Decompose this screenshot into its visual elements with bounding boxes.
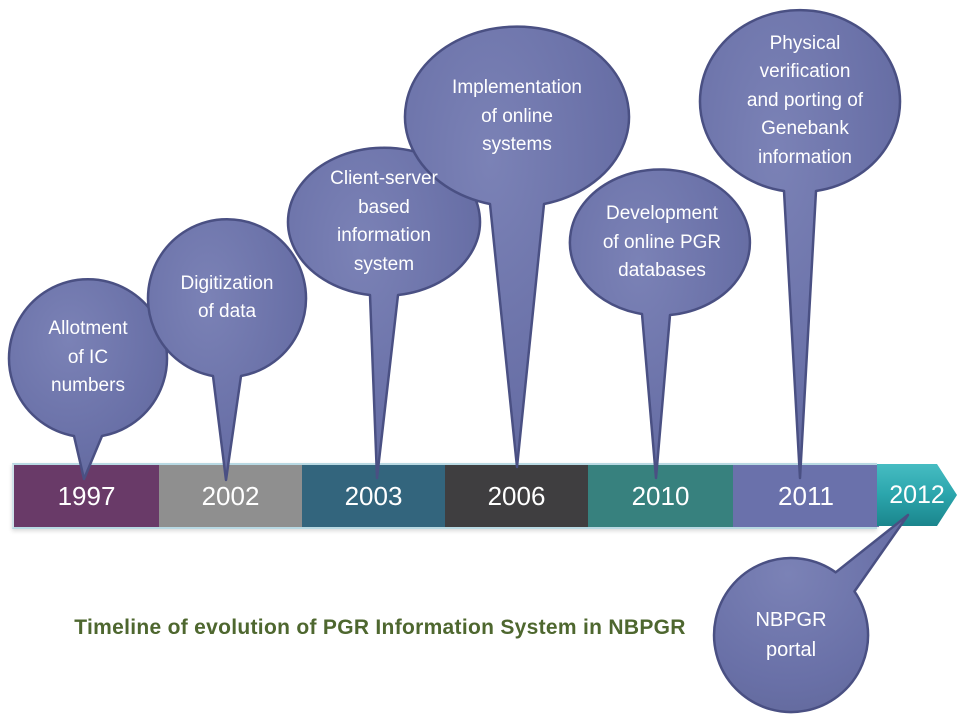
- year-label-2006: 2006: [487, 480, 546, 511]
- timeline-segment-2002: 2002: [159, 465, 302, 527]
- balloon-physical-verification-label: Physical verification and porting of Gen…: [746, 32, 864, 168]
- balloon-nbpgr-portal-label: NBPGR portal: [755, 609, 827, 661]
- timeline-arrow-2012: 2012: [877, 464, 957, 526]
- timeline-bar: 1997 2002 2003 2006 2010 2011: [12, 463, 879, 529]
- timeline-segment-2003: 2003: [302, 465, 445, 527]
- timeline-segment-1997: 1997: [14, 465, 159, 527]
- timeline-segment-2011: 2011: [733, 465, 879, 527]
- year-label-2002: 2002: [201, 480, 260, 511]
- year-label-2003: 2003: [344, 480, 403, 511]
- timeline-segment-2006: 2006: [445, 465, 588, 527]
- year-label-2010: 2010: [631, 480, 690, 511]
- year-label-1997: 1997: [57, 480, 116, 511]
- timeline-segment-2010: 2010: [588, 465, 733, 527]
- year-label-2011: 2011: [778, 480, 834, 511]
- balloon-allotment-label: Allotment of IC numbers: [48, 318, 128, 397]
- caption-title: Timeline of evolution of PGR Information…: [74, 616, 686, 639]
- year-label-2012: 2012: [889, 480, 945, 509]
- balloon-digitization-label: Digitization of data: [180, 272, 274, 323]
